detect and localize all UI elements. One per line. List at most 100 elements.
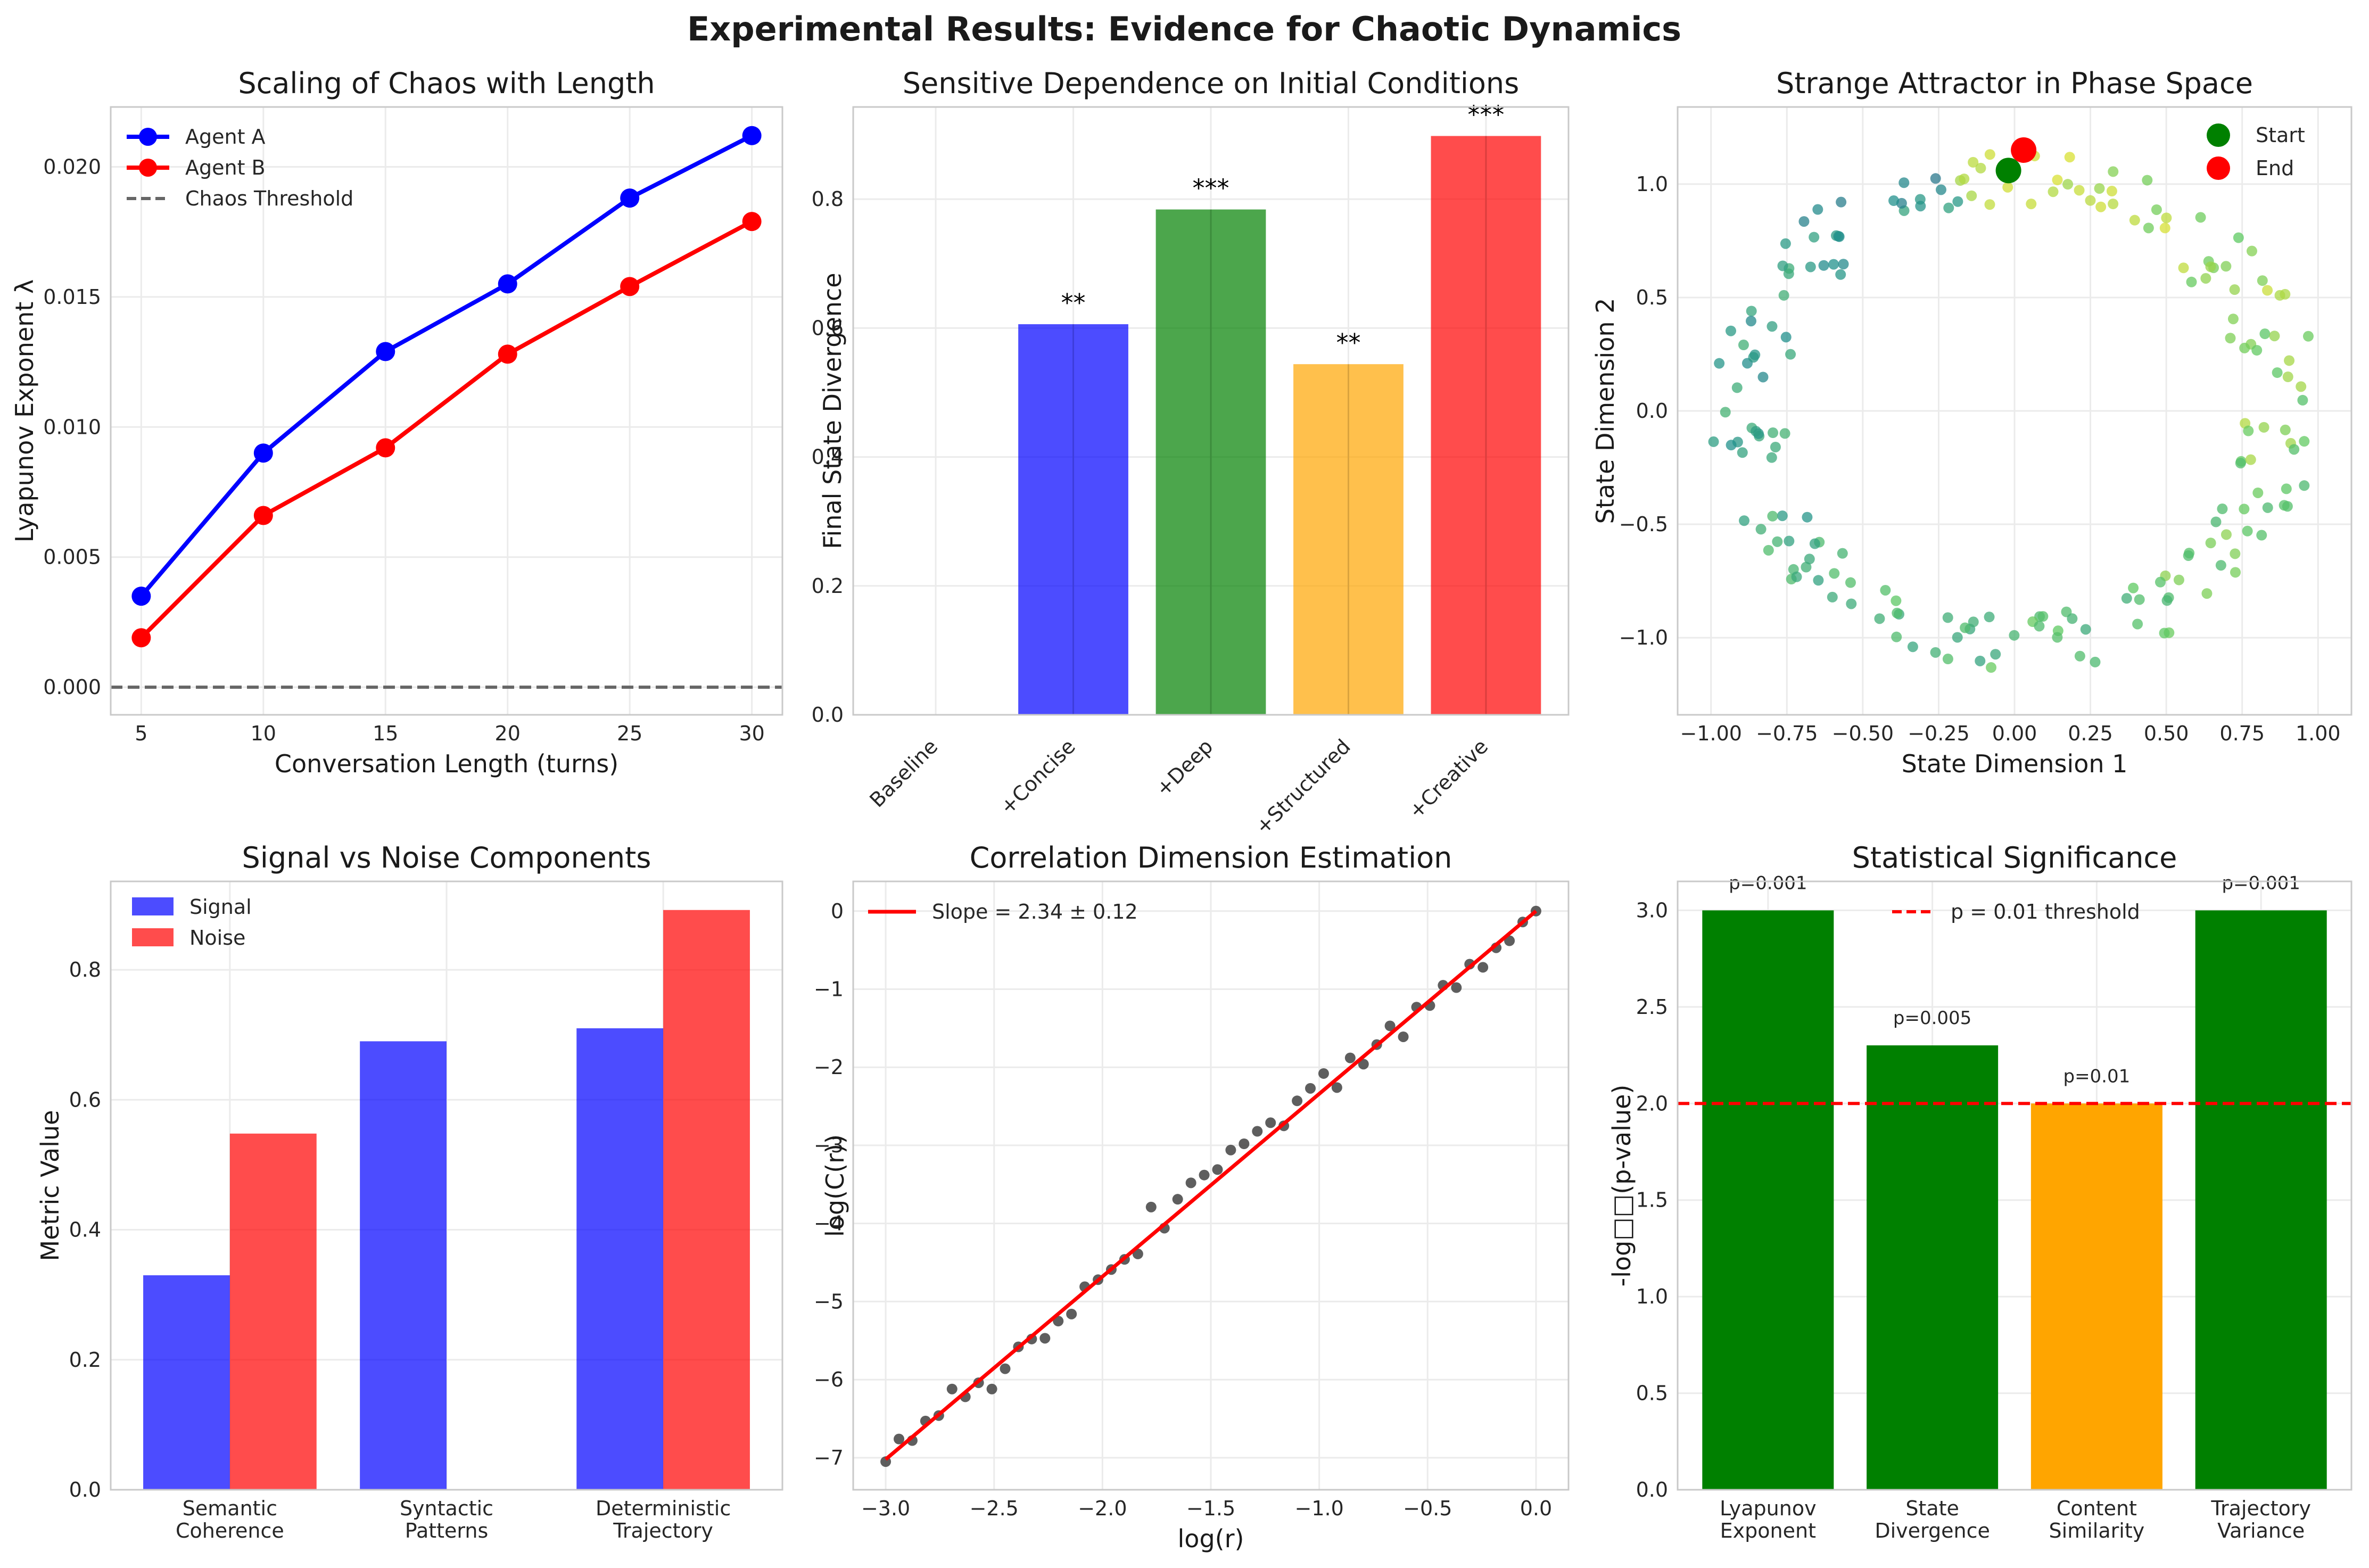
attractor-point <box>1780 332 1792 343</box>
attractor-point <box>1745 316 1756 327</box>
attractor-point <box>2183 550 2194 561</box>
attractor-point <box>1898 177 1910 188</box>
x-tick-label-line: Similarity <box>2049 1519 2145 1542</box>
attractor-point <box>1731 382 1743 393</box>
attractor-point <box>2186 276 2197 287</box>
attractor-point <box>2195 212 2206 223</box>
x-tick-label: −0.75 <box>1756 722 1818 745</box>
data-point <box>1000 1363 1011 1374</box>
y-tick-label: 0.000 <box>43 675 101 699</box>
bar-noise <box>663 910 750 1490</box>
attractor-point <box>2289 444 2300 455</box>
attractor-point <box>1827 591 1838 603</box>
y-tick-label: −1.0 <box>1619 626 1668 649</box>
data-point <box>1039 1333 1051 1344</box>
x-tick-label: 20 <box>495 722 521 745</box>
attractor-point <box>1968 156 1979 168</box>
attractor-point <box>1708 436 1719 447</box>
data-point <box>1398 1031 1409 1042</box>
data-point <box>1358 1059 1369 1070</box>
attractor-point <box>2262 285 2273 296</box>
x-tick-label: Semantic Coherence <box>176 1497 284 1542</box>
attractor-point <box>1943 202 1954 213</box>
y-tick-label: 0.0 <box>69 1478 101 1501</box>
data-point <box>620 277 640 296</box>
attractor-point <box>1829 568 1840 579</box>
attractor-point <box>2239 504 2250 515</box>
x-tick-label: State Divergence <box>1875 1497 1990 1542</box>
attractor-point <box>2233 232 2244 243</box>
x-tick-label-line: Content <box>2057 1497 2137 1520</box>
attractor-point <box>1874 613 1885 624</box>
attractor-point <box>1959 174 1970 185</box>
data-point <box>1225 1144 1236 1156</box>
attractor-point <box>2217 504 2228 515</box>
x-tick-label: −2.5 <box>970 1497 1019 1520</box>
data-point <box>1185 1177 1196 1189</box>
legend-marker <box>139 159 157 177</box>
attractor-point <box>2151 204 2162 215</box>
attractor-point <box>2205 538 2216 549</box>
attractor-point <box>2258 422 2269 433</box>
attractor-point <box>2274 290 2285 301</box>
attractor-point <box>2269 331 2280 342</box>
attractor-point <box>2251 345 2263 356</box>
attractor-point <box>2106 186 2117 197</box>
attractor-point <box>2034 621 2045 632</box>
legend-label: End <box>2256 156 2294 180</box>
attractor-point <box>2178 262 2189 274</box>
panel-signal-vs-noise: Signal vs Noise Components 0.0 0.2 0.4 0.6 0.… <box>36 841 783 1542</box>
attractor-point <box>1975 655 1986 666</box>
attractor-point <box>2205 261 2216 273</box>
y-tick-label: 0.005 <box>43 546 101 569</box>
x-tick-label: Trajectory Variance <box>2210 1497 2311 1542</box>
y-tick-label: 0.2 <box>69 1348 101 1372</box>
significance-stars: ** <box>1336 328 1360 357</box>
panel-title: Scaling of Chaos with Length <box>238 67 655 100</box>
legend-marker <box>139 128 157 146</box>
y-tick-label: 0.5 <box>1636 286 1668 309</box>
x-tick-label-line: Exponent <box>1720 1519 1816 1542</box>
x-axis-label: State Dimension 1 <box>1902 749 2128 778</box>
attractor-point <box>2129 214 2140 226</box>
end-marker <box>2011 137 2037 163</box>
x-tick-label: 30 <box>739 722 764 745</box>
x-tick-label-line: Divergence <box>1875 1519 1990 1542</box>
attractor-point <box>1804 554 1815 565</box>
significance-stars: ** <box>1061 288 1086 317</box>
data-point <box>498 344 517 364</box>
x-tick-label: −2.0 <box>1078 1497 1127 1520</box>
data-point <box>1292 1095 1303 1107</box>
x-tick-label: 1.00 <box>2296 722 2341 745</box>
legend-label: Agent A <box>185 125 266 148</box>
attractor-point <box>2281 483 2292 494</box>
attractor-point <box>1785 349 1796 360</box>
attractor-point <box>2242 525 2253 537</box>
attractor-point <box>1845 577 1856 588</box>
x-tick-label: −3.0 <box>861 1497 910 1520</box>
attractor-point <box>1986 662 1997 673</box>
legend-label: Slope = 2.34 ± 0.12 <box>932 900 1138 923</box>
attractor-point <box>2062 179 2074 190</box>
data-point <box>620 188 640 208</box>
attractor-point <box>2159 628 2170 639</box>
panel-title: Correlation Dimension Estimation <box>970 841 1452 874</box>
data-point <box>986 1383 997 1394</box>
y-tick-label: 0.015 <box>43 285 101 309</box>
attractor-point <box>2132 618 2143 630</box>
legend-label: Agent B <box>185 156 266 179</box>
attractor-point <box>1891 631 1902 642</box>
plot-area <box>111 107 782 715</box>
y-tick-label: −0.5 <box>1619 513 1668 536</box>
y-tick-label: 0.8 <box>69 958 101 981</box>
attractor-point <box>1915 201 1926 212</box>
attractor-point <box>2155 576 2166 588</box>
attractor-point <box>1888 195 1900 207</box>
attractor-point <box>2225 333 2236 344</box>
y-axis-label: Final State Divergence <box>818 273 847 549</box>
plot-frame <box>852 880 1570 1491</box>
attractor-point <box>1930 647 1941 658</box>
attractor-point <box>1763 544 1774 556</box>
attractor-point <box>1818 260 1829 271</box>
